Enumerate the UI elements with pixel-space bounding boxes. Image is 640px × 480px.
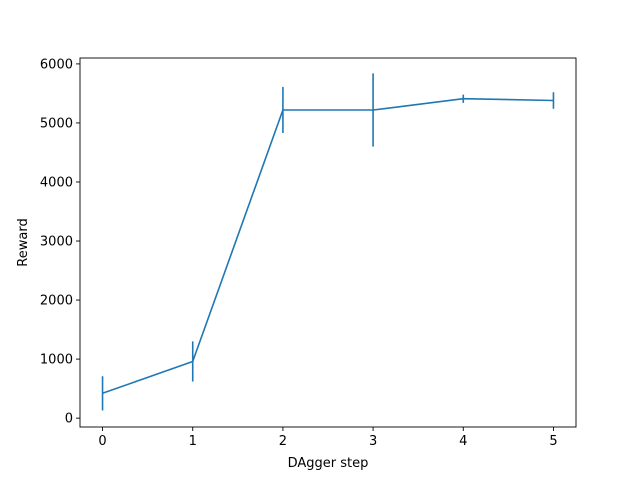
x-tick-label: 4 xyxy=(459,434,467,449)
y-tick-label: 3000 xyxy=(40,235,73,250)
y-axis-label: Reward xyxy=(16,218,31,266)
plot-frame xyxy=(79,57,577,428)
series-layer xyxy=(101,73,555,411)
x-tick-label: 1 xyxy=(189,434,197,449)
series-line xyxy=(102,97,554,395)
y-tick-label: 5000 xyxy=(40,116,73,131)
x-tick-label: 3 xyxy=(369,434,377,449)
y-tick-label: 4000 xyxy=(40,175,73,190)
y-tick-label: 2000 xyxy=(40,294,73,309)
x-tick-label: 0 xyxy=(98,434,106,449)
x-axis: 0 1 2 3 4 5 xyxy=(98,427,558,449)
plot-background xyxy=(80,58,576,427)
x-tick-label: 2 xyxy=(279,434,287,449)
y-tick-label: 1000 xyxy=(40,353,73,368)
y-axis: 0 1000 2000 3000 4000 5000 6000 xyxy=(40,57,80,427)
x-tick-label: 5 xyxy=(549,434,557,449)
y-tick-label: 0 xyxy=(65,412,73,427)
y-tick-label: 6000 xyxy=(40,57,73,72)
x-axis-label: DAgger step xyxy=(288,456,369,471)
